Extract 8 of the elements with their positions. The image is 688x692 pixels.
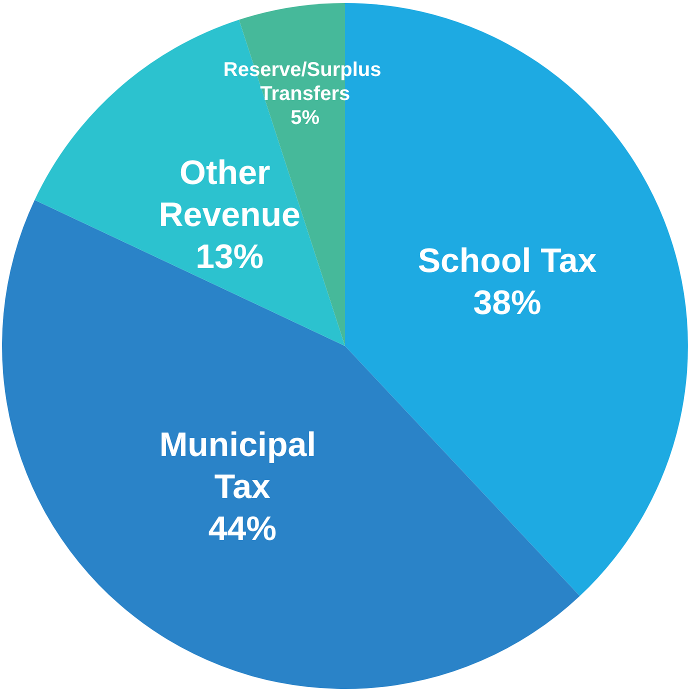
data-label: 38% <box>473 284 542 322</box>
data-label: 13% <box>196 238 264 276</box>
slice-label: Municipal Tax <box>159 426 326 506</box>
slice-label: Other Revenue <box>158 154 300 234</box>
data-label: 44% <box>208 510 276 548</box>
slice-label: Reserve/Surplus Transfers <box>223 59 387 106</box>
slice-label: School Tax <box>418 242 597 280</box>
data-label: 5% <box>290 107 320 130</box>
